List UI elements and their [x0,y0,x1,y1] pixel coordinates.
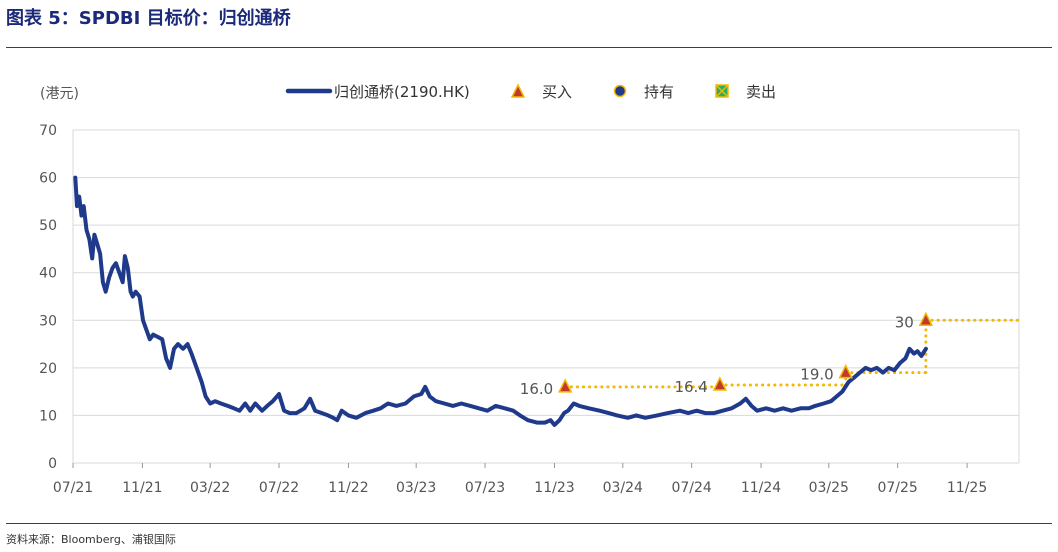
y-tick-label: 70 [39,123,57,139]
buy-marker [712,376,728,391]
x-tick-label: 11/24 [741,480,781,496]
x-tick-label: 11/21 [122,480,162,496]
x-tick-label: 07/23 [465,480,505,496]
hold-circle-icon [613,84,627,98]
x-tick-label: 07/25 [877,480,917,496]
price-series [73,175,928,427]
y-axis: 0 10 20 30 40 50 60 70 [39,123,57,472]
x-tick-label: 03/25 [809,480,849,496]
y-tick-label: 40 [39,266,57,282]
chart-grid [72,129,1020,464]
x-tick-label: 07/22 [259,480,299,496]
sell-cross-icon [715,84,729,98]
buy-marker [838,363,853,379]
target-price-label: 30 [895,313,914,331]
legend-label: 持有 [644,83,674,101]
x-tick-label: 03/22 [190,480,230,496]
price-line [73,175,928,427]
legend-label: 卖出 [746,83,776,101]
x-axis: 07/21 11/21 03/22 07/22 11/22 03/23 07/23 11/23… [53,463,987,496]
buy-triangle-icon [510,83,526,98]
x-tick-label: 11/25 [947,480,987,496]
chart-legend: 归创通桥(2190.HK) 买入 持有 卖出 [285,83,776,101]
buy-marker [918,311,934,327]
target-labels: 16.0 16.4 19.0 30 [520,313,914,398]
y-tick-label: 60 [39,171,57,187]
target-price-label: 16.0 [520,380,553,398]
footer-divider [6,523,1052,524]
x-tick-label: 07/24 [671,480,711,496]
x-tick-label: 11/22 [328,480,368,496]
x-tick-label: 03/23 [396,480,436,496]
x-tick-label: 11/23 [534,480,574,496]
x-tick-label: 07/21 [53,480,93,496]
page-title: 图表 5：SPDBI 目标价：归创通桥 [6,8,291,29]
target-price-label: 16.4 [674,378,707,396]
buy-marker [557,378,573,393]
target-price-lines [563,318,1021,389]
source-note: 资料来源：Bloomberg、浦银国际 [6,533,176,546]
rating-markers [557,311,934,393]
y-axis-unit-label: (港元) [40,86,79,102]
legend-label: 归创通桥(2190.HK) [334,83,470,101]
y-tick-label: 0 [48,456,57,472]
y-tick-label: 50 [39,218,57,234]
target-price-label: 19.0 [800,366,833,384]
y-tick-label: 20 [39,361,57,377]
title-divider [6,47,1052,48]
y-tick-label: 10 [39,408,57,424]
y-tick-label: 30 [39,313,57,329]
x-tick-label: 03/24 [603,480,643,496]
legend-label: 买入 [542,83,572,101]
